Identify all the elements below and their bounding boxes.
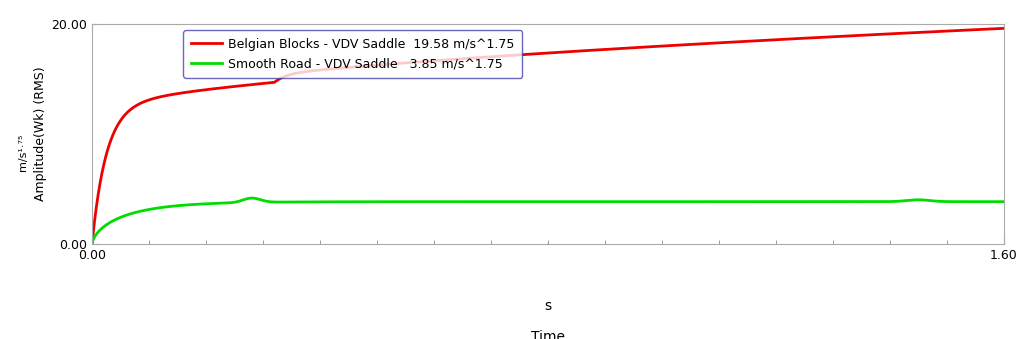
Text: Time: Time xyxy=(530,330,565,339)
Belgian Blocks - VDV Saddle  19.58 m/s^1.75 xyxy=(189,89,202,93)
Text: m/s¹·⁷⁵: m/s¹·⁷⁵ xyxy=(17,134,28,171)
Belgian Blocks - VDV Saddle  19.58 m/s^1.75 xyxy=(882,32,894,36)
Smooth Road - VDV Saddle   3.85 m/s^1.75 xyxy=(189,202,202,206)
Legend: Belgian Blocks - VDV Saddle  19.58 m/s^1.75, Smooth Road - VDV Saddle   3.85 m/s: Belgian Blocks - VDV Saddle 19.58 m/s^1.… xyxy=(183,30,522,78)
Line: Smooth Road - VDV Saddle   3.85 m/s^1.75: Smooth Road - VDV Saddle 3.85 m/s^1.75 xyxy=(92,198,1004,244)
Belgian Blocks - VDV Saddle  19.58 m/s^1.75 xyxy=(86,242,98,246)
Belgian Blocks - VDV Saddle  19.58 m/s^1.75 xyxy=(435,58,447,62)
Y-axis label: Amplitude(Wk) (RMS): Amplitude(Wk) (RMS) xyxy=(34,66,47,201)
Smooth Road - VDV Saddle   3.85 m/s^1.75 xyxy=(980,200,992,204)
Belgian Blocks - VDV Saddle  19.58 m/s^1.75 xyxy=(997,26,1010,31)
Smooth Road - VDV Saddle   3.85 m/s^1.75 xyxy=(246,196,258,200)
Smooth Road - VDV Saddle   3.85 m/s^1.75 xyxy=(86,242,98,246)
Belgian Blocks - VDV Saddle  19.58 m/s^1.75 xyxy=(244,83,256,87)
Line: Belgian Blocks - VDV Saddle  19.58 m/s^1.75: Belgian Blocks - VDV Saddle 19.58 m/s^1.… xyxy=(92,28,1004,244)
Belgian Blocks - VDV Saddle  19.58 m/s^1.75 xyxy=(475,55,487,59)
Smooth Road - VDV Saddle   3.85 m/s^1.75 xyxy=(436,200,449,204)
Text: s: s xyxy=(545,299,551,313)
Smooth Road - VDV Saddle   3.85 m/s^1.75 xyxy=(244,196,256,200)
Smooth Road - VDV Saddle   3.85 m/s^1.75 xyxy=(475,200,487,204)
Smooth Road - VDV Saddle   3.85 m/s^1.75 xyxy=(882,200,894,204)
Smooth Road - VDV Saddle   3.85 m/s^1.75 xyxy=(997,200,1010,204)
Belgian Blocks - VDV Saddle  19.58 m/s^1.75 xyxy=(979,27,991,31)
